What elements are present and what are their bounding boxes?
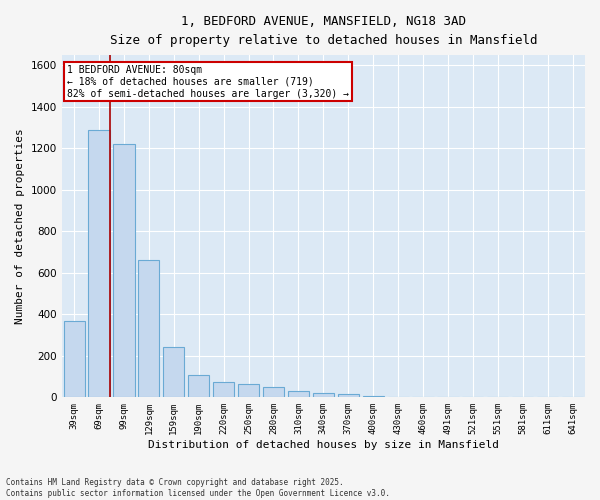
X-axis label: Distribution of detached houses by size in Mansfield: Distribution of detached houses by size …: [148, 440, 499, 450]
Bar: [188, 374, 209, 398]
Bar: [338, 394, 359, 398]
Bar: [213, 382, 234, 398]
Text: Contains HM Land Registry data © Crown copyright and database right 2025.
Contai: Contains HM Land Registry data © Crown c…: [6, 478, 390, 498]
Bar: [437, 396, 458, 398]
Text: 1 BEDFORD AVENUE: 80sqm
← 18% of detached houses are smaller (719)
82% of semi-d: 1 BEDFORD AVENUE: 80sqm ← 18% of detache…: [67, 66, 349, 98]
Y-axis label: Number of detached properties: Number of detached properties: [15, 128, 25, 324]
Bar: [88, 130, 110, 398]
Bar: [362, 396, 384, 398]
Bar: [313, 393, 334, 398]
Bar: [138, 260, 160, 398]
Bar: [64, 320, 85, 398]
Bar: [288, 391, 309, 398]
Bar: [263, 387, 284, 398]
Title: 1, BEDFORD AVENUE, MANSFIELD, NG18 3AD
Size of property relative to detached hou: 1, BEDFORD AVENUE, MANSFIELD, NG18 3AD S…: [110, 15, 537, 47]
Bar: [163, 346, 184, 398]
Bar: [238, 384, 259, 398]
Bar: [113, 144, 134, 398]
